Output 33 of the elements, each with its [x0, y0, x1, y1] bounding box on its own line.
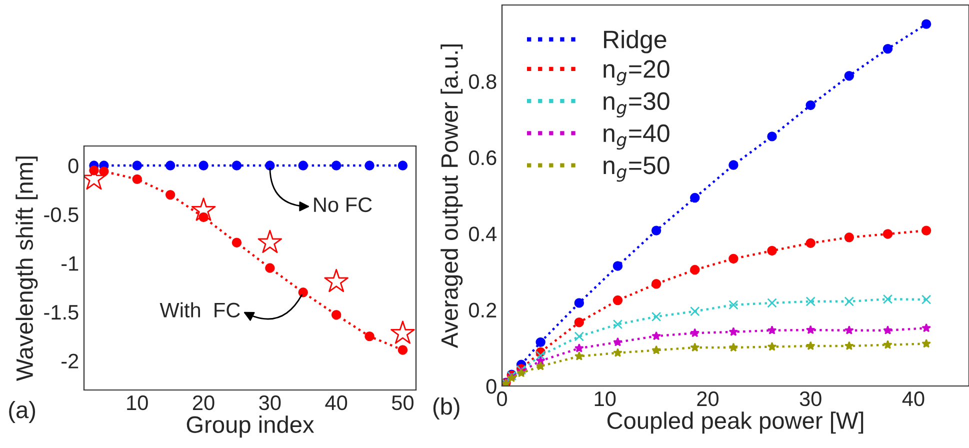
- x-tick-label: 0: [497, 391, 507, 406]
- x-tick-label: 40: [902, 391, 924, 406]
- legend-label: Ridge: [604, 30, 666, 54]
- y-tick-label: 0.4: [468, 226, 497, 242]
- y-tick-label: 0.6: [468, 150, 496, 166]
- x-tick-label: 30: [800, 391, 822, 406]
- x-tick-label: 40: [325, 395, 348, 410]
- legend-label: n$_{g}$=20: [604, 60, 670, 86]
- legend-label: n$_{g}$=40: [604, 124, 670, 150]
- x-tick-label: 20: [192, 395, 214, 410]
- text: (a): [9, 400, 36, 423]
- y-axis-title: Averaged output Power [a.u.]: [440, 44, 463, 348]
- text: (b): [433, 397, 460, 420]
- x-tick-label: 10: [127, 395, 148, 410]
- legend-label: n$_{g}$=50: [604, 156, 670, 182]
- x-tick-label: 20: [697, 391, 718, 406]
- y-tick-label: -2: [62, 354, 78, 368]
- x-tick-label: 10: [594, 391, 616, 406]
- x-axis-title: Group index: [186, 416, 314, 438]
- x-tick-label: 30: [259, 395, 281, 410]
- y-tick-label: 0.8: [468, 74, 496, 89]
- y-axis-title: Wavelength shift [nm]: [16, 156, 38, 381]
- y-tick-label: -0.5: [44, 207, 78, 222]
- y-tick-label: -1.5: [44, 305, 78, 320]
- y-tick-label: 0: [486, 379, 496, 394]
- legend-label: n$_{g}$=30: [604, 92, 670, 118]
- annotation: No FC: [314, 197, 372, 212]
- annotation: With FC: [160, 302, 240, 318]
- x-tick-label: 50: [392, 395, 414, 410]
- y-tick-label: 0: [68, 158, 78, 174]
- y-tick-label: 0.2: [468, 302, 496, 318]
- x-axis-title: Coupled peak power [W]: [607, 412, 864, 434]
- y-tick-label: -1: [62, 256, 78, 271]
